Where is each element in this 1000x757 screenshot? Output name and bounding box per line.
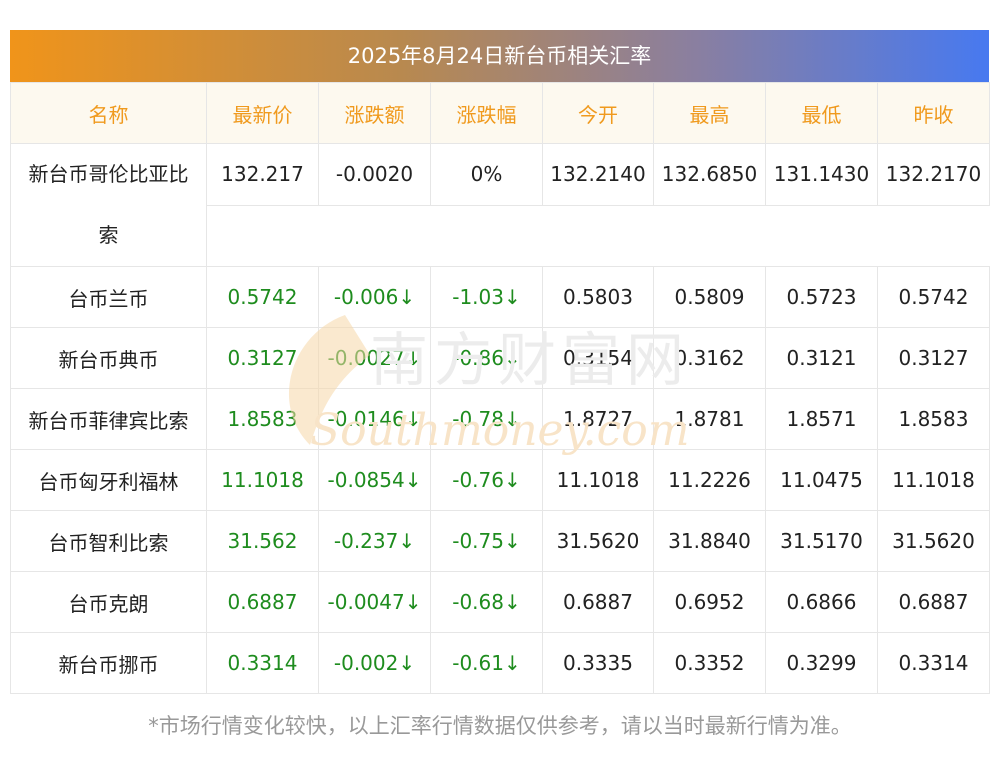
cell-prev: 0.3314	[877, 632, 990, 694]
cell-high: 132.6850	[653, 143, 766, 206]
cell-low: 0.6866	[765, 571, 878, 633]
cell-open: 0.3335	[542, 632, 654, 694]
table-row: 新台币菲律宾比索 1.8583 -0.0146↓ -0.78↓ 1.8727 1…	[10, 388, 990, 450]
cell-high: 0.5809	[653, 266, 766, 328]
cell-open: 0.5803	[542, 266, 654, 328]
table-row: 新台币哥伦比亚比 索 132.217 -0.0020 0% 132.2140 1…	[10, 143, 990, 267]
cell-change: -0.0020	[318, 143, 431, 206]
table-row: 新台币挪币 0.3314 -0.002↓ -0.61↓ 0.3335 0.335…	[10, 632, 990, 694]
row-name: 新台币典币	[10, 327, 207, 389]
cell-pct: -0.78↓	[430, 388, 543, 450]
cell-high: 11.2226	[653, 449, 766, 511]
cell-pct: -0.86↓	[430, 327, 543, 389]
cell-pct: -0.68↓	[430, 571, 543, 633]
cell-latest: 0.6887	[206, 571, 319, 633]
cell-low: 131.1430	[765, 143, 878, 206]
cell-low: 31.5170	[765, 510, 878, 572]
cell-open: 132.2140	[542, 143, 654, 206]
row-name: 新台币菲律宾比索	[10, 388, 207, 450]
cell-low: 1.8571	[765, 388, 878, 450]
cell-pct: 0%	[430, 143, 543, 206]
col-header-high: 最高	[653, 82, 766, 144]
cell-change: -0.0047↓	[318, 571, 431, 633]
cell-high: 0.3352	[653, 632, 766, 694]
row-name: 新台币挪币	[10, 632, 207, 694]
cell-latest: 11.1018	[206, 449, 319, 511]
table-row: 新台币典币 0.3127 -0.0027↓ -0.86↓ 0.3154 0.31…	[10, 327, 990, 389]
cell-latest: 1.8583	[206, 388, 319, 450]
cell-pct: -0.76↓	[430, 449, 543, 511]
row-name: 台币智利比索	[10, 510, 207, 572]
cell-prev: 0.3127	[877, 327, 990, 389]
table-title: 2025年8月24日新台币相关汇率	[10, 30, 989, 82]
cell-prev: 0.5742	[877, 266, 990, 328]
row-name-line1: 新台币哥伦比亚比	[28, 162, 189, 186]
cell-high: 0.6952	[653, 571, 766, 633]
cell-low: 0.3299	[765, 632, 878, 694]
empty-cell	[206, 204, 990, 267]
table-row: 台币兰币 0.5742 -0.006↓ -1.03↓ 0.5803 0.5809…	[10, 266, 990, 328]
cell-open: 0.6887	[542, 571, 654, 633]
cell-latest: 132.217	[206, 143, 319, 206]
cell-change: -0.0146↓	[318, 388, 431, 450]
cell-pct: -0.75↓	[430, 510, 543, 572]
cell-open: 1.8727	[542, 388, 654, 450]
cell-change: -0.002↓	[318, 632, 431, 694]
col-header-name: 名称	[10, 82, 207, 144]
cell-change: -0.006↓	[318, 266, 431, 328]
row-name: 台币兰币	[10, 266, 207, 328]
row-name: 台币匈牙利福林	[10, 449, 207, 511]
rate-table-container: 2025年8月24日新台币相关汇率 名称 最新价 涨跌额 涨跌幅 今开 最高 最…	[10, 30, 990, 694]
col-header-latest: 最新价	[206, 82, 319, 144]
cell-low: 0.5723	[765, 266, 878, 328]
cell-prev: 132.2170	[877, 143, 990, 206]
cell-high: 31.8840	[653, 510, 766, 572]
row-name: 台币克朗	[10, 571, 207, 633]
cell-change: -0.237↓	[318, 510, 431, 572]
cell-pct: -0.61↓	[430, 632, 543, 694]
col-header-prev: 昨收	[877, 82, 990, 144]
header-row: 名称 最新价 涨跌额 涨跌幅 今开 最高 最低 昨收	[10, 82, 990, 144]
table-row: 台币智利比索 31.562 -0.237↓ -0.75↓ 31.5620 31.…	[10, 510, 990, 572]
table-row: 台币克朗 0.6887 -0.0047↓ -0.68↓ 0.6887 0.695…	[10, 571, 990, 633]
cell-high: 0.3162	[653, 327, 766, 389]
row-name-line2: 索	[98, 223, 119, 247]
cell-latest: 0.3127	[206, 327, 319, 389]
col-header-open: 今开	[542, 82, 654, 144]
disclaimer-footer: *市场行情变化较快，以上汇率行情数据仅供参考，请以当时最新行情为准。	[148, 714, 852, 738]
cell-open: 31.5620	[542, 510, 654, 572]
cell-open: 0.3154	[542, 327, 654, 389]
rate-table: 名称 最新价 涨跌额 涨跌幅 今开 最高 最低 昨收 新台币哥伦比亚比 索 13…	[10, 82, 990, 694]
cell-latest: 31.562	[206, 510, 319, 572]
col-header-low: 最低	[765, 82, 878, 144]
cell-low: 0.3121	[765, 327, 878, 389]
table-row: 台币匈牙利福林 11.1018 -0.0854↓ -0.76↓ 11.1018 …	[10, 449, 990, 511]
cell-change: -0.0027↓	[318, 327, 431, 389]
cell-pct: -1.03↓	[430, 266, 543, 328]
cell-prev: 31.5620	[877, 510, 990, 572]
col-header-change: 涨跌额	[318, 82, 431, 144]
cell-latest: 0.3314	[206, 632, 319, 694]
cell-latest: 0.5742	[206, 266, 319, 328]
col-header-pct: 涨跌幅	[430, 82, 543, 144]
row-name: 新台币哥伦比亚比 索	[10, 143, 207, 267]
cell-open: 11.1018	[542, 449, 654, 511]
cell-prev: 11.1018	[877, 449, 990, 511]
cell-change: -0.0854↓	[318, 449, 431, 511]
cell-prev: 0.6887	[877, 571, 990, 633]
cell-prev: 1.8583	[877, 388, 990, 450]
cell-low: 11.0475	[765, 449, 878, 511]
cell-high: 1.8781	[653, 388, 766, 450]
table-row-spacer	[11, 204, 990, 267]
